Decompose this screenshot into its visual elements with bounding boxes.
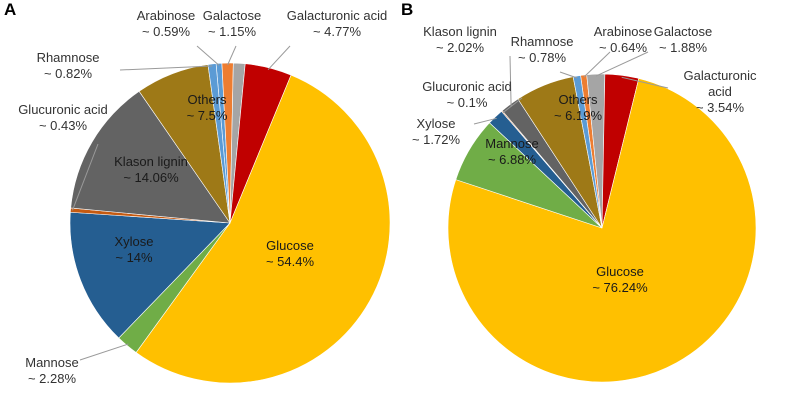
slice-name-label-galacturonic-acid: Galacturonic acid	[287, 8, 387, 23]
slice-name-label-others: Others	[187, 92, 227, 107]
pie-slice-glucose	[135, 74, 391, 384]
slice-name-label-galactose: Galactose	[654, 24, 713, 39]
slice-percent-label-arabinose: ~ 0.64%	[599, 40, 648, 55]
slice-name-label-mannose: Mannose	[25, 355, 78, 370]
slice-name-label-glucuronic-acid: Glucuronic acid	[422, 79, 512, 94]
slice-name-label-glucose: Glucose	[596, 264, 644, 279]
slice-name-label-mannose: Mannose	[485, 136, 538, 151]
pie-slice-rhamnose	[207, 63, 231, 224]
leader-line-xylose	[473, 117, 497, 125]
slice-percent-label-rhamnose: ~ 0.82%	[44, 66, 93, 81]
labels-a: Arabinose~ 0.59% Galactose~ 1.15% Galactur…	[18, 8, 387, 386]
slice-percent-label-mannose: ~ 2.28%	[28, 371, 77, 386]
slice-percent-label-galacturonic-acid: ~ 4.77%	[313, 24, 362, 39]
pie-chart-a: A Arabinose~ 0.59% Galactose~ 1.15% Galact…	[4, 0, 391, 386]
slices-b	[447, 73, 757, 383]
panel-letter-b: B	[401, 0, 413, 19]
leader-line-klason-lignin	[509, 55, 512, 107]
leader-line-galacturonic-acid	[621, 76, 669, 89]
leader-line-galacturonic-acid	[267, 45, 291, 71]
slice-name-label-arabinose: Arabinose	[137, 8, 196, 23]
slice-percent-label-glucuronic-acid: ~ 0.43%	[39, 118, 88, 133]
slice-percent-label-others: ~ 7.5%	[187, 108, 228, 123]
leader-lines-a	[72, 45, 291, 361]
leader-line-glucuronic-acid	[502, 97, 523, 113]
slice-name-label-galacturonic-acid-2: acid	[708, 84, 732, 99]
slice-name-label-glucose: Glucose	[266, 238, 314, 253]
slice-percent-label-klason-lignin: ~ 14.06%	[123, 170, 179, 185]
slice-name-label-xylose: Xylose	[416, 116, 455, 131]
leader-line-mannose	[79, 343, 129, 361]
slice-name-label-klason-lignin: Klason lignin	[423, 24, 497, 39]
pie-slice-klason-lignin	[70, 90, 231, 224]
leader-lines-b	[473, 51, 669, 125]
slice-percent-label-xylose: ~ 1.72%	[412, 132, 461, 147]
slices-a	[69, 62, 391, 384]
panel-letter-a: A	[4, 0, 16, 19]
leader-line-arabinose	[196, 45, 220, 66]
slice-name-label-galacturonic-acid-1: Galacturonic	[684, 68, 757, 83]
slice-name-label-rhamnose: Rhamnose	[511, 34, 574, 49]
leader-line-galactose	[227, 45, 237, 66]
slice-percent-label-rhamnose: ~ 0.78%	[518, 50, 567, 65]
leader-line-galactose	[595, 51, 649, 77]
slice-percent-label-klason-lignin: ~ 2.02%	[436, 40, 485, 55]
slice-percent-label-glucose: ~ 54.4%	[266, 254, 315, 269]
pie-slice-glucose	[447, 78, 757, 383]
labels-b: Arabinose~ 0.64% Galactose~ 1.88% Galactur…	[412, 24, 757, 295]
slice-percent-label-galactose: ~ 1.88%	[659, 40, 708, 55]
slice-name-label-glucuronic-acid: Glucuronic acid	[18, 102, 108, 117]
slice-name-label-xylose: Xylose	[114, 234, 153, 249]
leader-line-rhamnose	[119, 65, 213, 71]
slice-name-label-others: Others	[558, 92, 598, 107]
leader-line-rhamnose	[559, 71, 578, 79]
slice-percent-label-others: ~ 6.19%	[554, 108, 603, 123]
slice-name-label-galactose: Galactose	[203, 8, 262, 23]
slice-percent-label-glucuronic-acid: ~ 0.1%	[447, 95, 488, 110]
slice-name-label-klason-lignin: Klason lignin	[114, 154, 188, 169]
slice-name-label-rhamnose: Rhamnose	[37, 50, 100, 65]
slice-name-label-arabinose: Arabinose	[594, 24, 653, 39]
pie-slice-xylose	[69, 211, 231, 339]
leader-line-glucuronic-acid	[72, 143, 99, 211]
slice-percent-label-galactose: ~ 1.15%	[208, 24, 257, 39]
slice-percent-label-arabinose: ~ 0.59%	[142, 24, 191, 39]
slice-percent-label-galacturonic-acid: ~ 3.54%	[696, 100, 745, 115]
leader-line-arabinose	[583, 51, 611, 78]
slice-percent-label-mannose: ~ 6.88%	[488, 152, 537, 167]
slice-percent-label-xylose: ~ 14%	[115, 250, 153, 265]
pie-chart-b: B Arabinose~ 0.64% Galactose~ 1.88% Galact…	[401, 0, 757, 383]
slice-percent-label-glucose: ~ 76.24%	[592, 280, 648, 295]
